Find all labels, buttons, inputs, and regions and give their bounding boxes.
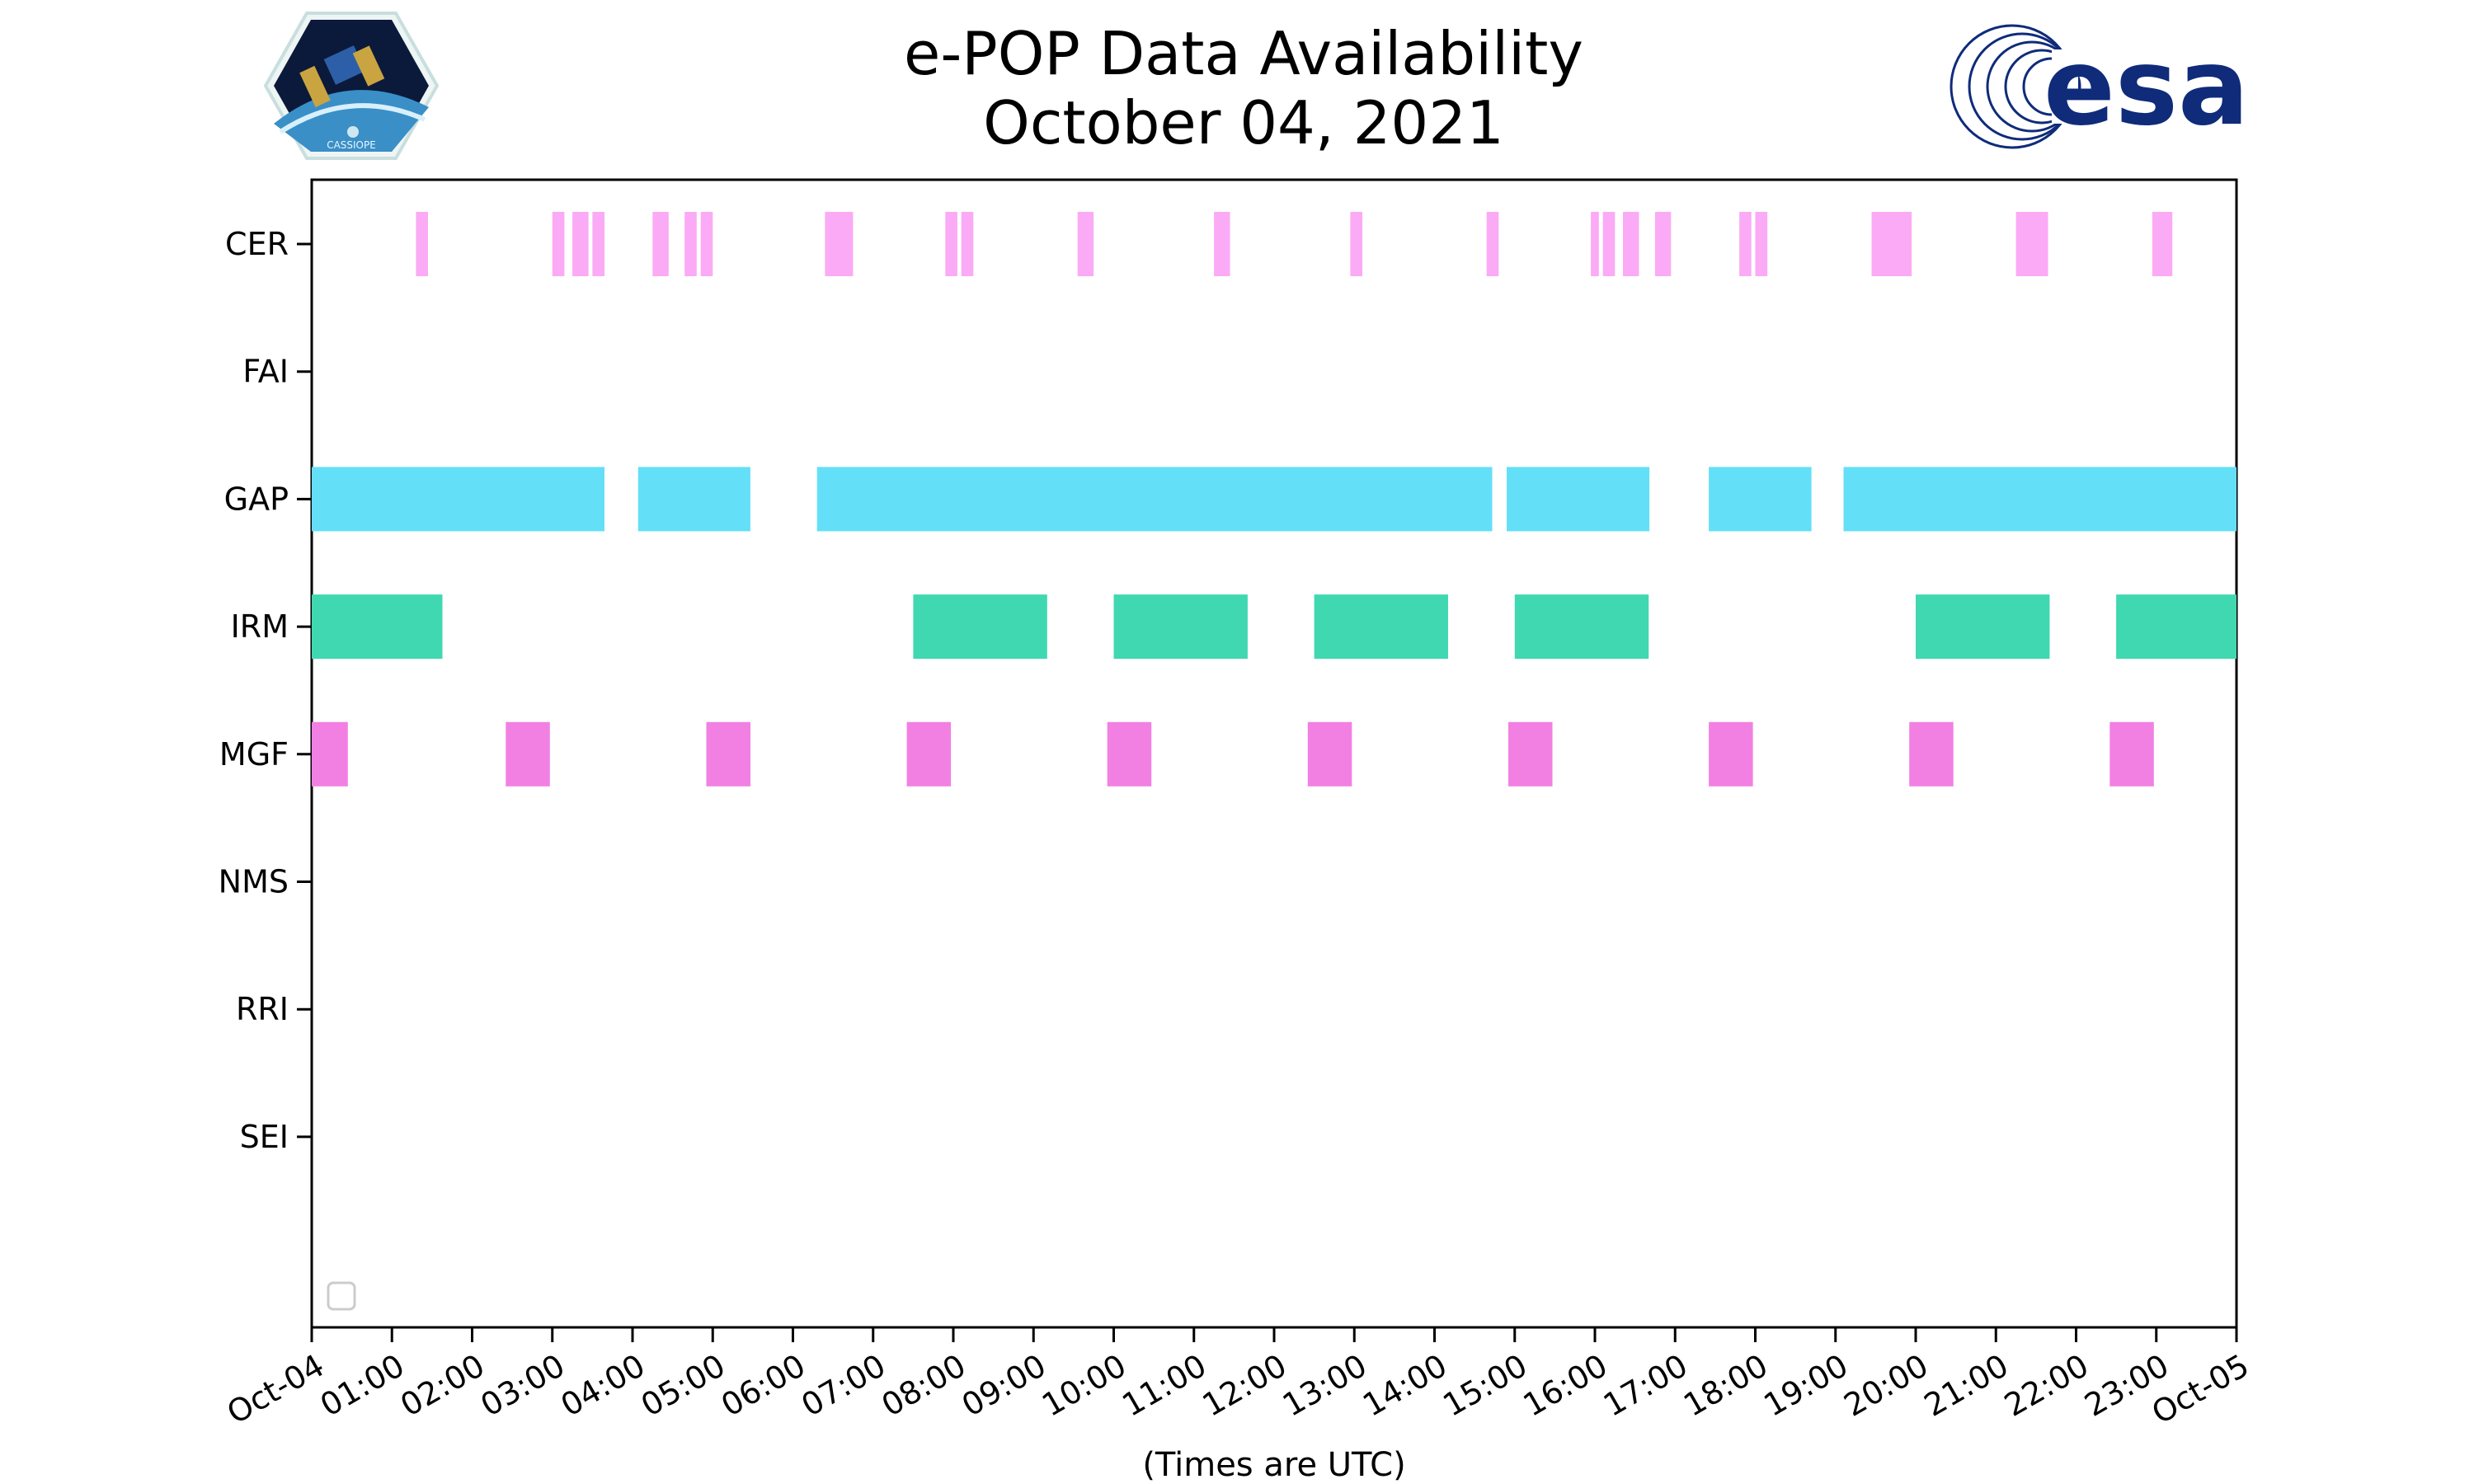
bar-gap-5 <box>1843 467 2236 532</box>
bar-mgf-3 <box>906 721 952 787</box>
y-tick-label-gap: GAP <box>224 481 289 517</box>
bar-mgf-2 <box>706 721 750 787</box>
bar-cer-19 <box>1755 212 1768 276</box>
bar-cer-10 <box>1077 212 1094 276</box>
esa-logo-text: esa <box>2044 26 2249 149</box>
x-tick-label-22: 22:00 <box>1998 1347 2095 1424</box>
bar-cer-1 <box>552 212 565 276</box>
chart-title-line-2: October 04, 2021 <box>983 88 1504 157</box>
bar-cer-6 <box>700 212 713 276</box>
x-tick-label-5: 05:00 <box>635 1347 731 1424</box>
x-tick-label-14: 14:00 <box>1357 1347 1453 1424</box>
bar-irm-2 <box>1113 594 1248 660</box>
bar-irm-5 <box>1916 594 2050 660</box>
x-tick-label-16: 16:00 <box>1517 1347 1614 1424</box>
bar-cer-12 <box>1350 212 1362 276</box>
bar-mgf-0 <box>312 721 348 787</box>
y-tick-label-irm: IRM <box>231 608 289 645</box>
x-tick-label-8: 08:00 <box>876 1347 972 1424</box>
legend-box <box>327 1281 356 1311</box>
bar-gap-1 <box>637 467 750 532</box>
bar-mgf-4 <box>1107 721 1152 787</box>
bar-cer-8 <box>945 212 957 276</box>
bar-cer-15 <box>1602 212 1616 276</box>
bar-irm-3 <box>1314 594 1448 660</box>
bar-cer-7 <box>825 212 854 276</box>
bar-mgf-5 <box>1307 721 1352 787</box>
bar-cer-20 <box>1871 212 1912 276</box>
chart-title-line-1: e-POP Data Availability <box>904 19 1583 88</box>
bar-irm-1 <box>913 594 1047 660</box>
bar-cer-2 <box>572 212 589 276</box>
bar-cer-0 <box>416 212 428 276</box>
bar-gap-4 <box>1709 467 1812 532</box>
bar-cer-18 <box>1739 212 1752 276</box>
bar-cer-3 <box>592 212 604 276</box>
bars-layer <box>312 212 2236 787</box>
bar-cer-14 <box>1591 212 1599 276</box>
x-tick-label-15: 15:00 <box>1437 1347 1533 1424</box>
x-tick-label-9: 09:00 <box>956 1347 1052 1424</box>
y-axis: CER FAI GAP IRM MGF NMS RRI SEI <box>219 226 312 1155</box>
x-tick-label-2: 02:00 <box>394 1347 491 1424</box>
x-axis-label: (Times are UTC) <box>1142 1446 1405 1484</box>
y-tick-label-mgf: MGF <box>219 736 289 773</box>
bar-cer-16 <box>1623 212 1639 276</box>
x-tick-label-1: 01:00 <box>314 1347 411 1424</box>
x-axis: Oct-0401:0002:0003:0004:0005:0006:0007:0… <box>221 1327 2255 1431</box>
bar-mgf-8 <box>1909 721 1954 787</box>
esa-logo: esa <box>1950 24 2249 149</box>
bar-irm-0 <box>312 594 443 660</box>
x-tick-label-3: 03:00 <box>474 1347 571 1424</box>
bar-irm-6 <box>2116 594 2236 660</box>
cassiope-logo-text: CASSIOPE <box>327 139 376 151</box>
y-tick-label-cer: CER <box>225 226 289 262</box>
bar-irm-4 <box>1514 594 1649 660</box>
bar-gap-0 <box>312 467 604 532</box>
bar-cer-9 <box>961 212 974 276</box>
bar-mgf-1 <box>506 721 550 787</box>
cassiope-logo: CASSIOPE <box>263 12 440 160</box>
bar-mgf-6 <box>1508 721 1553 787</box>
bar-cer-11 <box>1214 212 1230 276</box>
bar-cer-4 <box>652 212 669 276</box>
bar-cer-13 <box>1486 212 1499 276</box>
x-tick-label-17: 17:00 <box>1597 1347 1694 1424</box>
y-tick-label-nms: NMS <box>219 864 289 900</box>
bar-mgf-9 <box>2109 721 2154 787</box>
x-tick-label-12: 12:00 <box>1197 1347 1293 1424</box>
x-tick-label-7: 07:00 <box>795 1347 891 1424</box>
x-tick-label-4: 04:00 <box>555 1347 651 1424</box>
x-tick-label-19: 19:00 <box>1757 1347 1854 1424</box>
bar-gap-2 <box>816 467 1493 532</box>
y-tick-label-sei: SEI <box>240 1119 289 1155</box>
bar-gap-3 <box>1507 467 1650 532</box>
bar-cer-21 <box>2015 212 2048 276</box>
x-tick-label-20: 20:00 <box>1838 1347 1935 1424</box>
bar-mgf-7 <box>1709 721 1753 787</box>
x-tick-label-11: 11:00 <box>1116 1347 1212 1424</box>
bar-cer-5 <box>684 212 697 276</box>
x-tick-label-10: 10:00 <box>1036 1347 1132 1424</box>
x-tick-label-13: 13:00 <box>1277 1347 1373 1424</box>
y-tick-label-fai: FAI <box>242 354 289 390</box>
x-tick-label-21: 21:00 <box>1918 1347 2015 1424</box>
x-tick-label-18: 18:00 <box>1677 1347 1774 1424</box>
x-tick-label-6: 06:00 <box>715 1347 811 1424</box>
y-tick-label-rri: RRI <box>236 991 289 1027</box>
bar-cer-17 <box>1654 212 1672 276</box>
bar-cer-22 <box>2152 212 2173 276</box>
x-tick-label-0: Oct-04 <box>221 1347 331 1431</box>
